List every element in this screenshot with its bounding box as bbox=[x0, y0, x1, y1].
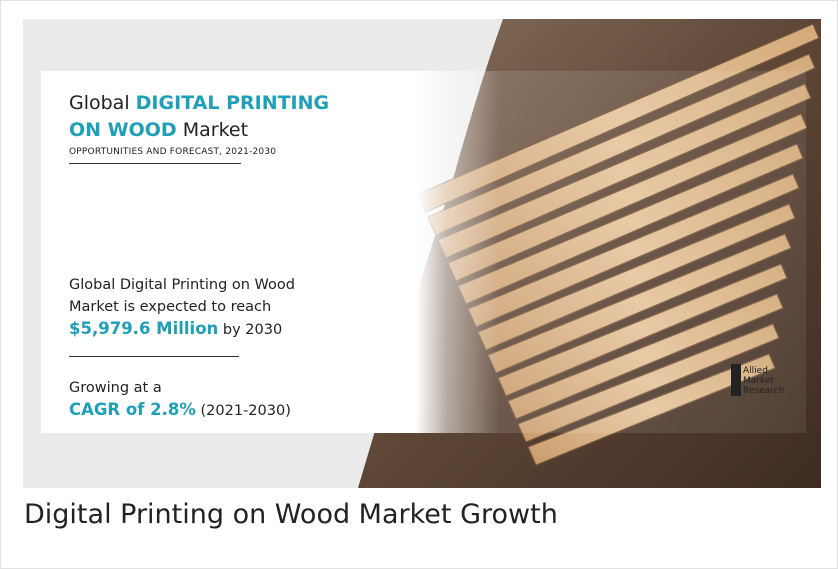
logo-word: Research bbox=[743, 386, 785, 396]
divider bbox=[69, 163, 241, 164]
forecast-line: Global Digital Printing on Wood bbox=[69, 277, 295, 293]
forecast-line: Market is expected to reach bbox=[69, 299, 272, 315]
title-line-1: Global DIGITAL PRINTING bbox=[69, 91, 329, 115]
forecast-amount-line: $5,979.6 Million by 2030 bbox=[69, 318, 282, 341]
forecast-year: by 2030 bbox=[222, 322, 283, 338]
subtitle: OPPORTUNITIES AND FORECAST, 2021-2030 bbox=[69, 147, 277, 157]
title-prefix: Global bbox=[69, 92, 130, 114]
growth-cagr-line: CAGR of 2.8% (2021-2030) bbox=[69, 399, 291, 422]
cagr: CAGR of 2.8% bbox=[69, 400, 196, 419]
logo: Allied Market Research bbox=[731, 364, 811, 404]
divider bbox=[69, 356, 239, 357]
forecast-amount: $5,979.6 Million bbox=[69, 319, 219, 338]
title-suffix: Market bbox=[182, 119, 249, 141]
title-highlight: ON WOOD bbox=[69, 119, 177, 141]
caption: Digital Printing on Wood Market Growth bbox=[24, 499, 558, 530]
banner-image: Global DIGITAL PRINTING ON WOOD Market O… bbox=[23, 19, 821, 488]
logo-word: Market bbox=[743, 376, 774, 386]
title-line-2: ON WOOD Market bbox=[69, 118, 248, 142]
info-panel: Global DIGITAL PRINTING ON WOOD Market O… bbox=[41, 71, 806, 433]
cagr-period: (2021-2030) bbox=[200, 403, 291, 419]
logo-mark bbox=[731, 364, 741, 396]
title-highlight: DIGITAL PRINTING bbox=[135, 92, 330, 114]
growth-line: Growing at a bbox=[69, 380, 162, 396]
logo-word: Allied bbox=[743, 366, 768, 376]
